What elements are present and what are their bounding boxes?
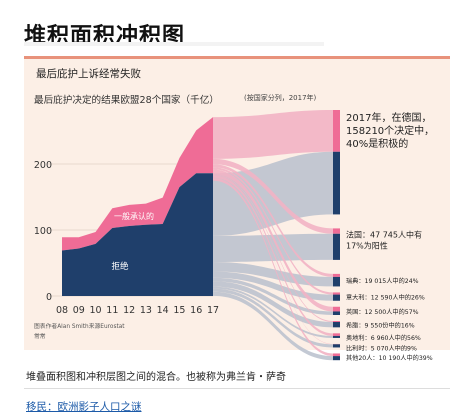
source-note: 图表作者Alan Smith来源Eurostat	[34, 322, 125, 330]
figure-caption: 堆叠面积图和冲积层图之间的混合。也被称为弗兰肯・萨奇	[26, 372, 286, 383]
country-label: 158210个决定中，	[346, 124, 434, 137]
node-rejected	[333, 335, 340, 338]
node-rejected	[333, 322, 340, 328]
flow-rejected	[213, 281, 333, 328]
y-tick-label: 200	[34, 160, 52, 171]
country-label: 意大利：12 590人中的26%	[346, 294, 425, 302]
node-accepted	[333, 306, 340, 312]
country-label: 瑞典：19 015人中的24%	[346, 277, 419, 285]
series-label-rejected: 拒绝	[111, 261, 129, 272]
x-tick-label: 12	[123, 305, 135, 316]
country-label: 其他20人：10 190人中的39%	[346, 354, 433, 362]
stacked-areas	[62, 117, 213, 296]
node-accepted	[333, 333, 340, 336]
chart-title: 最后庇护上诉经常失败	[36, 68, 141, 80]
node-rejected	[333, 233, 340, 260]
country-label: 比利时：5 070人中的9%	[346, 344, 417, 352]
chart-top-rule	[24, 56, 450, 59]
country-nodes	[333, 110, 340, 361]
node-accepted	[333, 321, 340, 323]
source-note: 常常	[34, 332, 46, 340]
x-tick-label: 17	[207, 305, 219, 316]
flow-accepted	[213, 158, 333, 234]
x-tick-label: 11	[106, 305, 118, 316]
x-tick-label: 10	[90, 305, 102, 316]
x-tick-label: 14	[157, 305, 169, 316]
y-tick-label: 0	[46, 292, 52, 303]
area-rejected	[62, 173, 213, 296]
y-axis-title: 最后庇护决定的结果欧盟28个国家（千亿）	[34, 95, 219, 106]
node-rejected	[333, 294, 340, 301]
node-accepted	[333, 353, 340, 357]
country-label: 2017年，在德国，	[346, 111, 431, 124]
series-label-accepted: 一般承认的	[114, 211, 154, 221]
alluvial-flows	[213, 110, 333, 361]
y-tick-label: 100	[34, 226, 52, 237]
flow-rejected	[213, 262, 333, 287]
node-accepted	[333, 110, 340, 152]
area-accepted	[62, 117, 213, 251]
flow-rejected	[213, 288, 333, 348]
node-rejected	[333, 276, 340, 287]
title-underline	[24, 42, 324, 46]
node-accepted	[333, 292, 340, 295]
flow-rejected	[213, 233, 333, 263]
country-label: 英国：12 500人中的57%	[346, 308, 419, 316]
country-label: 17%为阳性	[346, 240, 388, 250]
x-tick-label: 09	[73, 305, 85, 316]
node-rejected	[333, 151, 340, 215]
x-tick-label: 08	[56, 305, 68, 316]
related-article-link[interactable]: 移民：欧洲影子人口之谜	[26, 401, 142, 413]
country-label: 法国：47 745人中有	[346, 229, 422, 239]
node-accepted	[333, 228, 340, 234]
country-label: 40%是积极的	[346, 137, 408, 150]
country-label: 希腊：9 550份中的16%	[346, 322, 415, 330]
node-rejected	[333, 344, 340, 348]
node-rejected	[333, 311, 340, 315]
caption-divider	[24, 388, 450, 389]
x-tick-label: 16	[190, 305, 202, 316]
country-label: 奥地利：6 960人中的56%	[346, 334, 421, 342]
x-tick-label: 15	[173, 305, 185, 316]
flow-rejected	[213, 277, 333, 315]
alluvial-header: (按国家分列，2017年)	[244, 93, 317, 102]
flow-accepted	[213, 110, 333, 159]
flow-rejected	[213, 291, 333, 361]
node-rejected	[333, 356, 340, 361]
x-tick-label: 13	[140, 305, 152, 316]
node-accepted	[333, 273, 340, 277]
